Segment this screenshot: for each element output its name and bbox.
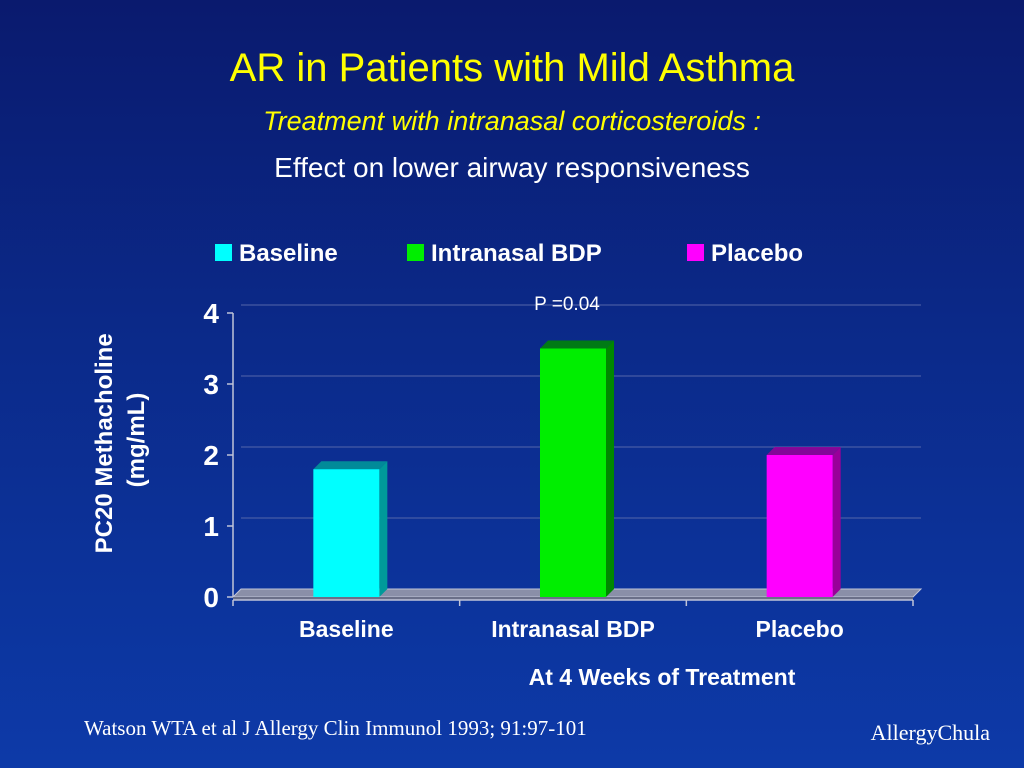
bar-front-0: [313, 469, 380, 597]
legend-item-0: Baseline: [215, 240, 338, 267]
citation: Watson WTA et al J Allergy Clin Immunol …: [84, 716, 587, 740]
p-value-annotation: P =0.04: [534, 294, 600, 315]
chart-axes: 0 1 2 3 4 Baseline Intranasal BDP Placebo: [203, 298, 914, 642]
bar-front-1: [540, 348, 606, 597]
legend-swatch-0: [215, 244, 232, 261]
chart-legend: Baseline Intranasal BDP Placebo: [215, 240, 803, 267]
x-tick-label-2: Placebo: [756, 616, 844, 642]
bar-top-0: [313, 461, 388, 470]
legend-item-1: Intranasal BDP: [407, 240, 602, 267]
slide-subtitle-2: Effect on lower airway responsiveness: [274, 152, 750, 183]
y-axis-label: PC20 Methacholine (mg/mL): [91, 327, 150, 554]
y-tick-label-1: 1: [203, 511, 219, 542]
bar-front-2: [766, 455, 833, 597]
bar-side-2: [832, 447, 841, 597]
bar-2: [766, 447, 841, 597]
slide-subtitle: Treatment with intranasal corticosteroid…: [263, 106, 761, 136]
y-axis-label-line-2: (mg/mL): [123, 393, 150, 488]
legend-label-0: Baseline: [239, 240, 338, 267]
legend-label-1: Intranasal BDP: [431, 240, 602, 267]
y-axis-label-line-1: PC20 Methacholine: [91, 333, 118, 553]
y-tick-label-3: 3: [203, 369, 219, 400]
legend-label-2: Placebo: [711, 240, 803, 267]
legend-swatch-2: [687, 244, 704, 261]
x-tick-label-1: Intranasal BDP: [491, 616, 655, 642]
chart-bars: [313, 340, 841, 597]
legend-swatch-1: [407, 244, 424, 261]
x-tick-label-0: Baseline: [299, 616, 394, 642]
y-tick-label-0: 0: [203, 582, 219, 613]
bar-side-0: [379, 461, 388, 597]
brand-label: AllergyChula: [870, 720, 990, 745]
bar-top-1: [540, 340, 614, 349]
bar-1: [540, 340, 614, 597]
bar-top-2: [766, 447, 841, 455]
chart-floor-edge: [233, 597, 913, 600]
x-axis-label: At 4 Weeks of Treatment: [529, 664, 796, 690]
bar-side-1: [606, 340, 614, 597]
y-tick-label-2: 2: [203, 440, 219, 471]
slide-title: AR in Patients with Mild Asthma: [229, 46, 795, 90]
bar-0: [313, 461, 388, 597]
y-tick-label-4: 4: [203, 298, 219, 329]
legend-item-2: Placebo: [687, 240, 803, 267]
